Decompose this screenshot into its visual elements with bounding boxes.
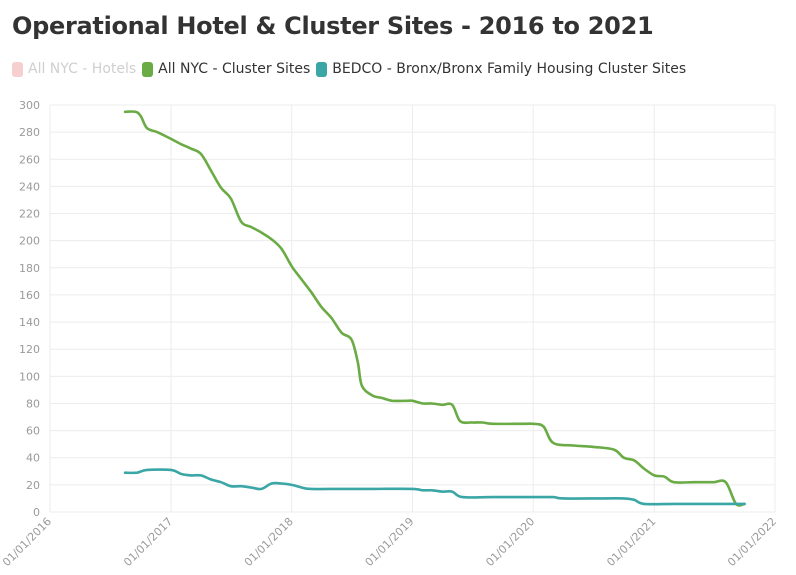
y-tick-label: 40	[26, 452, 40, 465]
y-tick-label: 120	[19, 343, 40, 356]
legend-swatch-cluster	[142, 61, 154, 77]
y-tick-label: 200	[19, 235, 40, 248]
legend-item-cluster[interactable]: All NYC - Cluster Sites	[142, 61, 310, 77]
legend-label-hotels: All NYC - Hotels	[28, 61, 137, 77]
legend-swatch-bedco	[316, 61, 328, 77]
x-tick-label: 01/01/2019	[363, 515, 417, 569]
legend-label-cluster: All NYC - Cluster Sites	[158, 61, 311, 77]
y-tick-label: 60	[26, 425, 40, 438]
legend-label-bedco: BEDCO - Bronx/Bronx Family Housing Clust…	[332, 61, 687, 77]
y-tick-label: 80	[26, 397, 40, 410]
x-tick-label: 01/01/2016	[0, 515, 54, 569]
y-tick-label: 0	[33, 506, 40, 519]
y-tick-label: 100	[19, 370, 40, 383]
x-tick-label: 01/01/2022	[725, 515, 779, 569]
chart-title: Operational Hotel & Cluster Sites - 2016…	[12, 12, 654, 40]
y-tick-label: 260	[19, 153, 40, 166]
legend-item-hotels[interactable]: All NYC - Hotels	[12, 61, 136, 77]
x-tick-label: 01/01/2017	[121, 515, 175, 569]
legend-swatch-hotels	[12, 61, 23, 77]
x-tick-label: 01/01/2021	[604, 515, 658, 569]
y-tick-label: 180	[19, 262, 40, 275]
y-tick-label: 280	[19, 126, 40, 139]
legend: All NYC - Hotels All NYC - Cluster Sites…	[12, 61, 692, 77]
series-line-cluster-sites	[123, 110, 746, 507]
x-tick-label: 01/01/2018	[242, 515, 296, 569]
y-tick-label: 20	[26, 479, 40, 492]
series-line-bedco	[123, 468, 746, 506]
y-tick-label: 240	[19, 180, 40, 193]
legend-item-bedco[interactable]: BEDCO - Bronx/Bronx Family Housing Clust…	[316, 61, 686, 77]
y-tick-label: 140	[19, 316, 40, 329]
x-tick-label: 01/01/2020	[483, 515, 537, 569]
y-tick-label: 300	[19, 99, 40, 112]
y-tick-label: 160	[19, 289, 40, 302]
y-tick-label: 220	[19, 208, 40, 221]
